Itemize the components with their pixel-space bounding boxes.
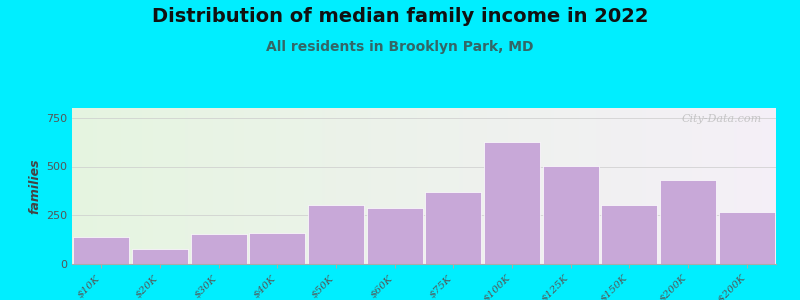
Bar (132, 249, 188, 264)
Bar (250, 233, 305, 264)
Bar (719, 212, 774, 264)
Bar (190, 234, 246, 264)
Bar (543, 166, 598, 264)
Bar (660, 180, 716, 264)
Text: Distribution of median family income in 2022: Distribution of median family income in … (152, 8, 648, 26)
Bar (484, 142, 540, 264)
Bar (74, 237, 129, 264)
Bar (602, 205, 658, 264)
Bar (426, 192, 482, 264)
Bar (308, 205, 364, 264)
Text: All residents in Brooklyn Park, MD: All residents in Brooklyn Park, MD (266, 40, 534, 55)
Bar (366, 208, 422, 264)
Text: City-Data.com: City-Data.com (682, 114, 762, 124)
Y-axis label: families: families (29, 158, 42, 214)
